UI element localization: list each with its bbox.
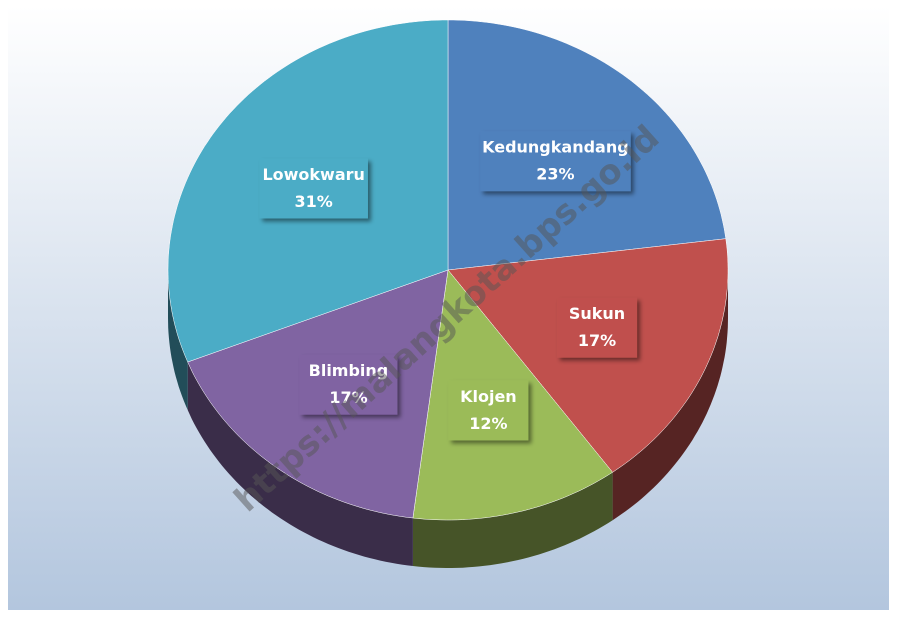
slice-name: Sukun	[569, 304, 625, 323]
slice-name: Blimbing	[309, 361, 389, 380]
slice-side	[412, 472, 613, 568]
slice-name: Lowokwaru	[262, 165, 364, 184]
slice-side	[187, 362, 413, 566]
slice-labels: Kedungkandang 23% Sukun 17% Klojen 12% Blimbin…	[259, 131, 638, 441]
label-box	[299, 354, 398, 415]
slice-value: 17%	[578, 331, 616, 350]
slice-side	[168, 270, 188, 410]
slice-value: 31%	[295, 192, 333, 211]
label-box	[259, 158, 368, 219]
slice-name: Kedungkandang	[482, 138, 629, 157]
label-box	[480, 131, 631, 192]
pie-tops	[167, 19, 729, 521]
slice-side	[612, 270, 728, 521]
label-box	[448, 380, 529, 441]
slice-value: 23%	[536, 165, 574, 184]
slice-value: 17%	[329, 388, 367, 407]
slice-name: Klojen	[460, 387, 517, 406]
pie-sides	[168, 270, 728, 568]
label-box	[557, 297, 638, 358]
slice-value: 12%	[469, 414, 507, 433]
